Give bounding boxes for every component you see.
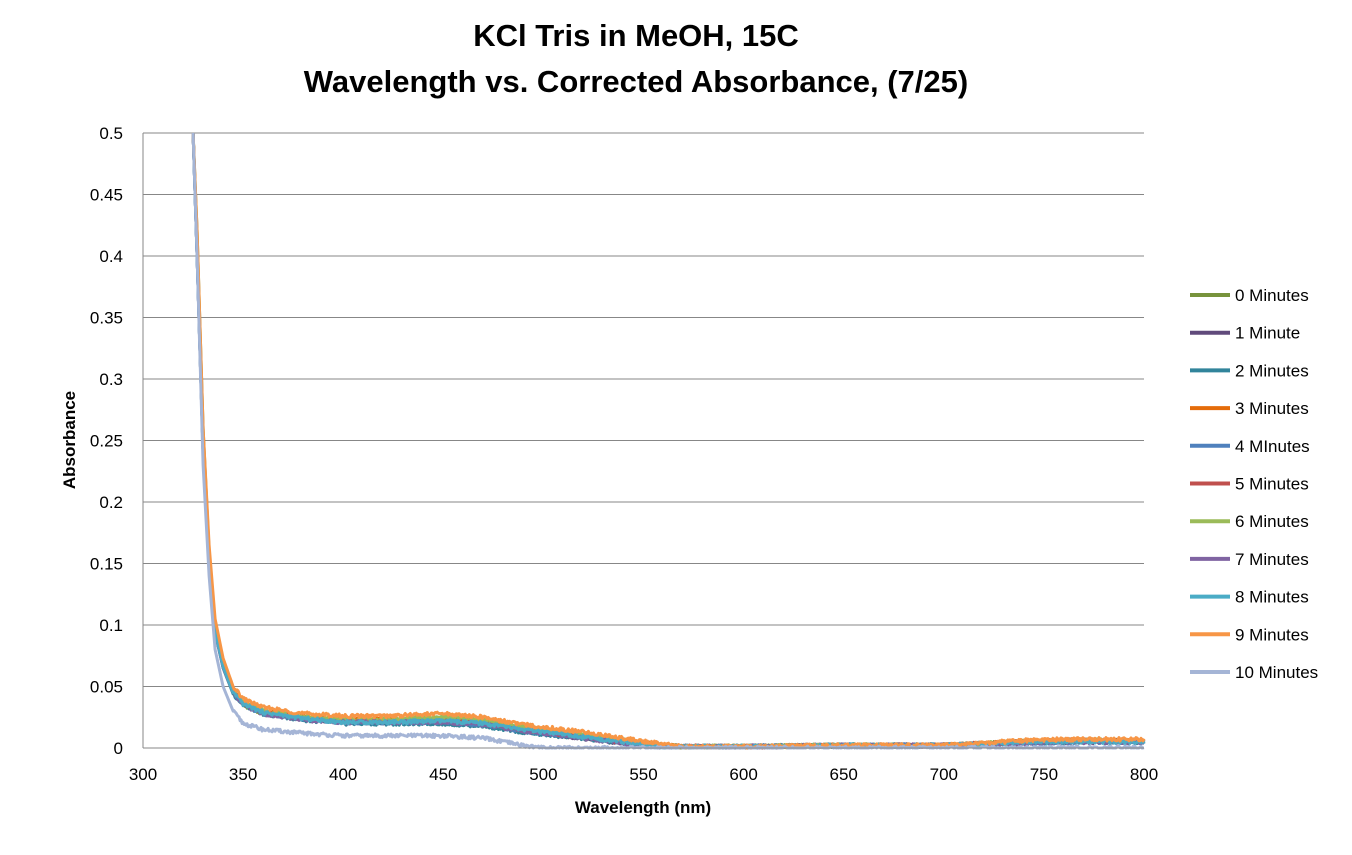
y-tick-label: 0.5 — [99, 124, 123, 143]
y-tick-label: 0 — [114, 739, 123, 758]
legend-label: 5 Minutes — [1235, 475, 1309, 494]
legend-label: 3 Minutes — [1235, 399, 1309, 418]
legend-label: 10 Minutes — [1235, 663, 1318, 682]
chart-title-line-1: KCl Tris in MeOH, 15C — [473, 18, 799, 53]
series-layer — [191, 132, 1146, 750]
legend-label: 4 MInutes — [1235, 437, 1310, 456]
x-tick-label: 300 — [129, 765, 157, 784]
x-tick-label: 700 — [930, 765, 958, 784]
legend-label: 2 Minutes — [1235, 361, 1309, 380]
legend-label: 0 Minutes — [1235, 286, 1309, 305]
axes — [142, 133, 1144, 749]
x-tick-label: 550 — [629, 765, 657, 784]
legend-label: 6 Minutes — [1235, 512, 1309, 531]
x-tick-label: 750 — [1030, 765, 1058, 784]
y-axis-label: Absorbance — [60, 391, 79, 489]
x-tick-label: 800 — [1130, 765, 1158, 784]
y-tick-label: 0.4 — [99, 247, 123, 266]
x-axis-label: Wavelength (nm) — [575, 798, 711, 817]
y-tick-label: 0.2 — [99, 493, 123, 512]
y-tick-label: 0.15 — [90, 555, 123, 574]
x-tick-label: 600 — [729, 765, 757, 784]
legend: 0 Minutes 1 Minute 2 Minutes 3 Minutes 4 MIn… — [1190, 286, 1318, 682]
chart-title-line-2: Wavelength vs. Corrected Absorbance, (7/… — [304, 64, 968, 99]
x-tick-label: 650 — [830, 765, 858, 784]
x-tick-label: 500 — [529, 765, 557, 784]
legend-label: 9 Minutes — [1235, 625, 1309, 644]
y-tick-label: 0.45 — [90, 186, 123, 205]
y-tick-label: 0.25 — [90, 432, 123, 451]
legend-label: 1 Minute — [1235, 324, 1300, 343]
series-line — [191, 132, 1146, 750]
legend-label: 8 Minutes — [1235, 588, 1309, 607]
x-tick-label: 450 — [429, 765, 457, 784]
y-tick-label: 0.1 — [99, 616, 123, 635]
tick-labels: 0 0.05 0.1 0.15 0.2 0.25 0.3 0.35 0.4 0.45 0.5 300 3… — [90, 124, 1158, 784]
gridlines — [143, 132, 1144, 687]
x-tick-label: 400 — [329, 765, 357, 784]
y-tick-label: 0.35 — [90, 309, 123, 328]
legend-label: 7 Minutes — [1235, 550, 1309, 569]
y-tick-label: 0.3 — [99, 370, 123, 389]
series-line — [191, 132, 1145, 750]
y-tick-label: 0.05 — [90, 678, 123, 697]
x-tick-label: 350 — [229, 765, 257, 784]
